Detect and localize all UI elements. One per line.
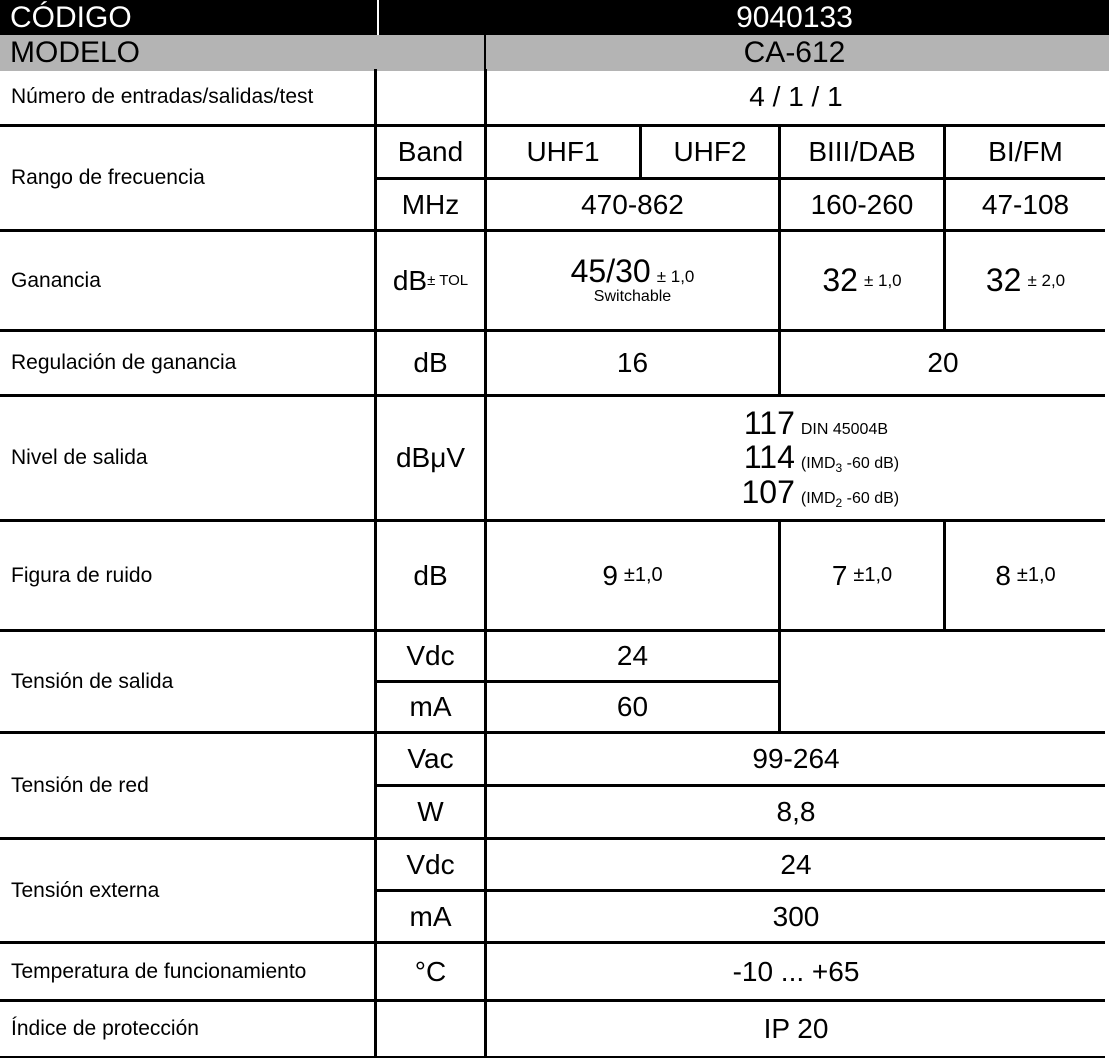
gain-uhf-note: Switchable bbox=[593, 287, 672, 305]
ip-unit bbox=[375, 1000, 486, 1058]
out-voltage-unit-a: mA bbox=[375, 681, 486, 733]
out-voltage-value-v: 24 bbox=[485, 630, 780, 682]
band-biii-dab: BIII/DAB bbox=[779, 125, 945, 179]
model-row: MODELO CA-612 bbox=[0, 35, 1109, 71]
ext-value-v: 24 bbox=[485, 838, 1105, 891]
range-biii: 160-260 bbox=[779, 178, 945, 231]
output-line: 117 DIN 45004B bbox=[743, 404, 889, 441]
mains-unit-v: Vac bbox=[375, 732, 486, 786]
gain-label: Ganancia bbox=[0, 230, 376, 331]
gain-bi-tol: ± 2,0 bbox=[1027, 270, 1066, 290]
out-voltage-empty bbox=[779, 630, 1105, 733]
gain-unit-tol: ± TOL bbox=[427, 272, 469, 289]
band-uhf1: UHF1 bbox=[485, 125, 641, 179]
ext-label: Tensión externa bbox=[0, 838, 376, 943]
gain-uhf: 45/30 ± 1,0 Switchable bbox=[485, 230, 780, 331]
gain-uhf-tol: ± 1,0 bbox=[656, 267, 695, 287]
io-unit bbox=[375, 69, 486, 126]
gain-uhf-value: 45/30 bbox=[570, 253, 651, 290]
gain-biii-value: 32 bbox=[822, 262, 858, 298]
freq-unit-mhz: MHz bbox=[375, 178, 486, 231]
model-label: MODELO bbox=[10, 36, 141, 69]
code-divider bbox=[377, 0, 379, 35]
temp-label: Temperatura de funcionamiento bbox=[0, 942, 376, 1001]
noise-label: Figura de ruido bbox=[0, 520, 376, 631]
ip-value: IP 20 bbox=[485, 1000, 1105, 1058]
io-label: Número de entradas/salidas/test bbox=[0, 69, 376, 126]
range-uhf: 470-862 bbox=[485, 178, 780, 231]
gain-reg-vhf: 20 bbox=[779, 330, 1105, 396]
out-voltage-unit-v: Vdc bbox=[375, 630, 486, 682]
output-line: 114 (IMD3 -60 dB) bbox=[743, 439, 900, 476]
out-voltage-label: Tensión de salida bbox=[0, 630, 376, 733]
band-uhf2: UHF2 bbox=[640, 125, 780, 179]
temp-value: -10 ... +65 bbox=[485, 942, 1105, 1001]
output-line: 107 (IMD2 -60 dB) bbox=[741, 474, 900, 511]
gain-bi-value: 32 bbox=[985, 262, 1022, 298]
noise-unit: dB bbox=[375, 520, 486, 631]
mains-label: Tensión de red bbox=[0, 732, 376, 839]
output-unit: dBμV bbox=[375, 395, 486, 521]
code-label: CÓDIGO bbox=[10, 0, 132, 34]
noise-bi: 8 ±1,0 bbox=[944, 520, 1105, 631]
range-bi: 47-108 bbox=[944, 178, 1105, 231]
gain-biii-tol: ± 1,0 bbox=[863, 270, 902, 290]
ext-unit-v: Vdc bbox=[375, 838, 486, 891]
temp-unit: °C bbox=[375, 942, 486, 1001]
band-bi-fm: BI/FM bbox=[944, 125, 1105, 179]
output-values: 117 DIN 45004B 114 (IMD3 -60 dB) 107 (IMD2 … bbox=[485, 395, 1105, 521]
mains-unit-w: W bbox=[375, 785, 486, 839]
gain-biii: 32 ± 1,0 bbox=[779, 230, 945, 331]
gain-unit-db: dB bbox=[392, 264, 428, 296]
gain-reg-unit: dB bbox=[375, 330, 486, 396]
io-value: 4 / 1 / 1 bbox=[485, 69, 1105, 126]
code-value: 9040133 bbox=[736, 0, 853, 34]
model-divider bbox=[484, 35, 486, 71]
ext-unit-a: mA bbox=[375, 890, 486, 943]
freq-label: Rango de frecuencia bbox=[0, 125, 376, 231]
gain-bi: 32 ± 2,0 bbox=[944, 230, 1105, 331]
out-voltage-value-a: 60 bbox=[485, 681, 780, 733]
noise-biii: 7 ±1,0 bbox=[779, 520, 945, 631]
code-row: CÓDIGO 9040133 bbox=[0, 0, 1109, 35]
output-label: Nivel de salida bbox=[0, 395, 376, 521]
gain-reg-label: Regulación de ganancia bbox=[0, 330, 376, 396]
ip-label: Índice de protección bbox=[0, 1000, 376, 1058]
mains-value-v: 99-264 bbox=[485, 732, 1105, 786]
model-value: CA-612 bbox=[743, 36, 846, 69]
freq-unit-band: Band bbox=[375, 125, 486, 179]
gain-reg-uhf: 16 bbox=[485, 330, 780, 396]
ext-value-a: 300 bbox=[485, 890, 1105, 943]
mains-value-w: 8,8 bbox=[485, 785, 1105, 839]
gain-unit: dB ± TOL bbox=[375, 230, 486, 331]
noise-uhf: 9 ±1,0 bbox=[485, 520, 780, 631]
